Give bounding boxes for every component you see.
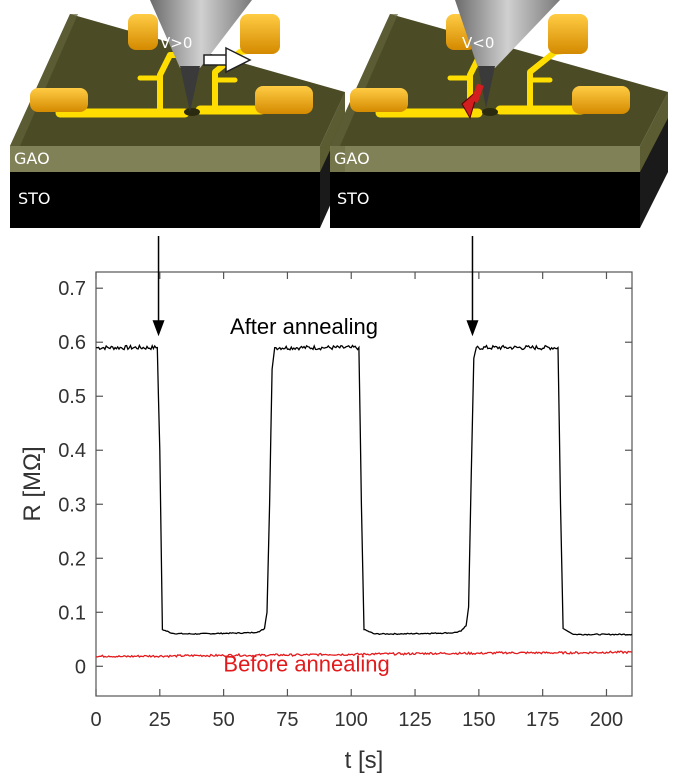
sto-substrate-front xyxy=(330,172,640,228)
contact-pad-left-1 xyxy=(30,88,88,112)
substrate-label-left: STO xyxy=(18,189,51,208)
voltage-label-right: V<0 xyxy=(462,34,494,52)
contact-pad-left-4 xyxy=(128,14,158,50)
y-tick-label: 0.7 xyxy=(58,278,86,300)
tip-motion-arrow-right xyxy=(461,83,484,120)
contact-pad-right-1 xyxy=(350,88,408,112)
x-tick-label: 175 xyxy=(526,709,559,731)
afm-tip-right xyxy=(478,66,495,108)
afm-tip-left xyxy=(180,66,200,112)
gao-film-front xyxy=(10,146,320,172)
y-tick-label: 0.5 xyxy=(58,386,86,408)
y-tick-label: 0 xyxy=(75,656,86,678)
x-tick-label: 200 xyxy=(590,709,623,731)
gao-film-side xyxy=(640,92,668,172)
series-layer xyxy=(95,343,633,659)
axis-ticks: 0 25 50 75 100 125 150 175 200 0 0.1 0.2 0.3 0.4 0.5 0.… xyxy=(58,272,632,731)
x-tick-label: 100 xyxy=(335,709,368,731)
label-after-annealing: After annealing xyxy=(230,314,378,339)
x-tick-label: 125 xyxy=(398,709,431,731)
resistance-chart: 0 25 50 75 100 125 150 175 200 0 0.1 0.2 0.3 0.4 0.5 0.… xyxy=(19,236,633,774)
y-tick-label: 0.2 xyxy=(58,548,86,570)
marker-arrow-head xyxy=(466,320,479,337)
film-label-right: GAO xyxy=(334,149,370,168)
device-panel-left: V>0 GAO STO xyxy=(10,0,345,228)
y-axis-label: R [MΩ] xyxy=(19,446,46,521)
annotation-arrows xyxy=(152,236,479,337)
gao-film-front xyxy=(330,146,640,172)
label-before-annealing: Before annealing xyxy=(223,652,389,677)
film-top-highlight xyxy=(10,14,78,146)
series-before-annealing xyxy=(95,650,633,659)
afm-cantilever-right xyxy=(455,0,560,68)
x-tick-label: 150 xyxy=(462,709,495,731)
x-tick-label: 25 xyxy=(149,709,171,731)
x-tick-label: 75 xyxy=(276,709,298,731)
series-after-annealing xyxy=(95,343,633,636)
contact-pad-right-2 xyxy=(572,86,630,114)
afm-cantilever-left xyxy=(150,0,252,68)
contact-pad-left-3 xyxy=(240,14,280,54)
film-label-left: GAO xyxy=(14,149,50,168)
plot-frame xyxy=(95,271,633,697)
nanowire-gap-left xyxy=(184,108,200,116)
sto-substrate-front xyxy=(10,172,320,228)
voltage-label-left: V>0 xyxy=(160,34,192,52)
device-panel-right: V<0 GAO STO xyxy=(330,0,668,228)
tip-motion-arrow-left xyxy=(203,46,252,74)
marker-arrow-head xyxy=(152,320,165,337)
substrate-label-right: STO xyxy=(337,189,370,208)
x-tick-label: 0 xyxy=(90,709,101,731)
contact-pad-right-3 xyxy=(548,14,588,54)
y-tick-label: 0.4 xyxy=(58,440,86,462)
nanowire-gap-right xyxy=(482,108,498,116)
gao-film-side xyxy=(320,92,345,172)
film-top-highlight xyxy=(330,14,398,146)
y-tick-label: 0.1 xyxy=(58,602,86,624)
x-tick-label: 50 xyxy=(212,709,234,731)
y-tick-label: 0.3 xyxy=(58,494,86,516)
y-tick-label: 0.6 xyxy=(58,332,86,354)
x-axis-label: t [s] xyxy=(345,747,384,774)
annotation-layer: After annealing Before annealing xyxy=(223,314,389,677)
contact-pad-left-2 xyxy=(255,86,313,114)
